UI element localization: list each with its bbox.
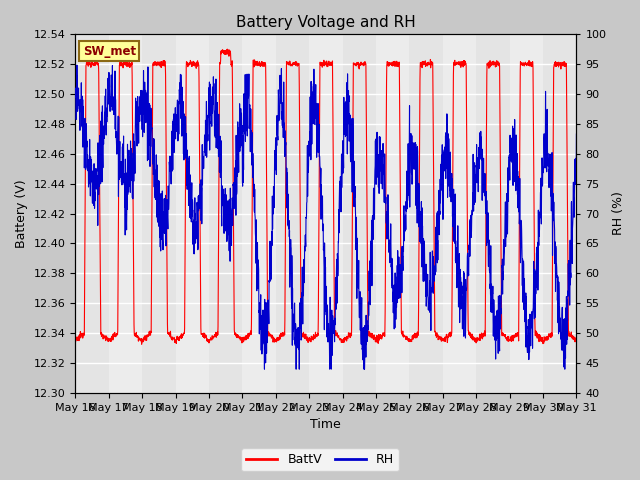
Bar xyxy=(76,34,109,393)
Bar xyxy=(543,34,577,393)
Legend: BattV, RH: BattV, RH xyxy=(241,448,399,471)
Title: Battery Voltage and RH: Battery Voltage and RH xyxy=(236,15,416,30)
Y-axis label: RH (%): RH (%) xyxy=(612,192,625,236)
Bar xyxy=(476,34,509,393)
Bar xyxy=(175,34,209,393)
Bar xyxy=(243,34,276,393)
Bar xyxy=(309,34,342,393)
Bar xyxy=(142,34,175,393)
Bar xyxy=(276,34,309,393)
Y-axis label: Battery (V): Battery (V) xyxy=(15,179,28,248)
Bar xyxy=(109,34,142,393)
Bar xyxy=(209,34,243,393)
Bar xyxy=(443,34,476,393)
Bar xyxy=(342,34,376,393)
Bar xyxy=(410,34,443,393)
Text: SW_met: SW_met xyxy=(83,45,136,58)
X-axis label: Time: Time xyxy=(310,419,341,432)
Bar xyxy=(376,34,410,393)
Bar xyxy=(509,34,543,393)
